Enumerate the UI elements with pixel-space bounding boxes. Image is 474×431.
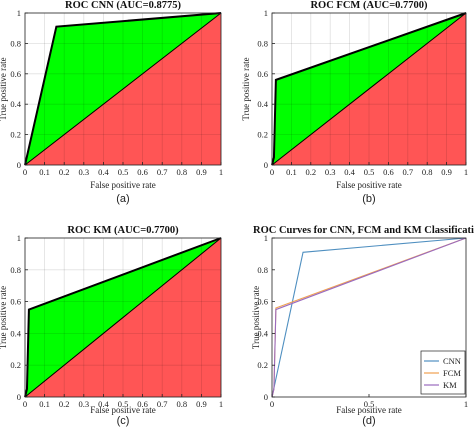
x-tick-label: 0.4 xyxy=(98,167,109,177)
y-tick-label: 0.8 xyxy=(10,38,21,48)
y-tick-label: 0 xyxy=(264,160,268,170)
x-tick-label: 0.4 xyxy=(344,167,355,177)
x-tick-label: 0.9 xyxy=(196,167,207,177)
y-tick-label: 0.6 xyxy=(257,297,268,307)
y-tick-label: 0 xyxy=(264,392,268,402)
legend-label-fcm: FCM xyxy=(443,368,461,378)
x-tick-label: 0.8 xyxy=(176,167,187,177)
x-tick-label: 0.8 xyxy=(176,399,187,409)
x-tick-label: 0 xyxy=(270,167,274,177)
x-tick-label: 0.2 xyxy=(59,399,70,409)
y-tick-label: 1 xyxy=(17,8,21,18)
x-tick-label: 0.9 xyxy=(196,399,207,409)
x-axis-label: False positive rate xyxy=(90,180,155,190)
x-tick-label: 0.2 xyxy=(59,167,70,177)
diagonal-line xyxy=(24,12,222,166)
legend-label-cnn: CNN xyxy=(443,356,461,366)
x-tick-label: 0.5 xyxy=(364,167,375,177)
x-tick-label: 0.1 xyxy=(39,399,50,409)
y-tick-label: 0.4 xyxy=(10,328,21,338)
roc-curve-line xyxy=(24,237,222,398)
x-tick-label: 0.4 xyxy=(98,399,109,409)
chart-panel-b: 0 0.1 0.2 0.3 0.4 0.5 0.6 0.7 0.8 0.9 1 0 0.2 0.4 0.6 0… xyxy=(241,0,468,205)
x-tick-label: 0.5 xyxy=(118,399,129,409)
y-axis-label: True positive rate xyxy=(0,57,8,120)
y-tick-label: 0.6 xyxy=(10,297,21,307)
x-tick-label: 0.3 xyxy=(78,167,89,177)
legend-label-km: KM xyxy=(443,380,457,390)
roc-curve-line xyxy=(271,12,467,166)
y-tick-label: 1 xyxy=(17,233,21,243)
x-tick-label: 0.6 xyxy=(383,167,394,177)
x-tick-label: 0.3 xyxy=(325,167,336,177)
x-tick-label: 0.5 xyxy=(118,167,129,177)
panel-caption: (c) xyxy=(117,415,130,427)
y-tick-label: 0.8 xyxy=(257,38,268,48)
series-line-cnn xyxy=(271,237,467,398)
x-tick-label: 1 xyxy=(464,399,468,409)
x-tick-label: 0.3 xyxy=(78,399,89,409)
x-tick-label: 1 xyxy=(219,167,223,177)
x-axis-label: False positive rate xyxy=(90,405,155,415)
y-tick-label: 0 xyxy=(17,392,21,402)
x-tick-label: 0.7 xyxy=(157,399,168,409)
chart-title: ROC CNN (AUC=0.8775) xyxy=(65,0,181,11)
roc-curve-line xyxy=(24,12,222,166)
y-tick-label: 0.2 xyxy=(10,130,21,140)
chart-panel-a: 0 0.1 0.2 0.3 0.4 0.5 0.6 0.7 0.8 0.9 1 0 0.2 0.4 0.6 0… xyxy=(0,0,223,205)
series-line-km xyxy=(271,237,467,398)
x-tick-label: 0.1 xyxy=(286,167,297,177)
y-axis-label: True positive rate xyxy=(0,286,8,349)
y-tick-label: 0.2 xyxy=(257,360,268,370)
chart-panel-c: 0 0.1 0.2 0.3 0.4 0.5 0.6 0.7 0.8 0.9 1 0 0.2 0.4 0.6 0… xyxy=(0,225,223,427)
x-tick-label: 0 xyxy=(23,399,27,409)
x-tick-label: 0.5 xyxy=(364,399,375,409)
y-tick-label: 0 xyxy=(17,160,21,170)
diagonal-line xyxy=(24,237,222,398)
y-tick-label: 0.8 xyxy=(257,265,268,275)
x-tick-label: 0.2 xyxy=(305,167,316,177)
y-tick-label: 0.8 xyxy=(10,265,21,275)
chart-title: ROC FCM (AUC=0.7700) xyxy=(310,0,428,11)
x-axis-label: False positive rate xyxy=(336,180,401,190)
y-tick-label: 0.4 xyxy=(10,99,21,109)
chart-title: ROC KM (AUC=0.7700) xyxy=(67,225,179,236)
y-tick-label: 0.2 xyxy=(10,360,21,370)
panel-caption: (a) xyxy=(116,193,129,205)
x-tick-label: 0.1 xyxy=(39,167,50,177)
x-tick-label: 0.9 xyxy=(441,167,452,177)
x-tick-label: 1 xyxy=(464,167,468,177)
y-tick-label: 0.6 xyxy=(257,69,268,79)
x-tick-label: 0 xyxy=(23,167,27,177)
y-tick-label: 1 xyxy=(264,8,268,18)
y-tick-label: 0.4 xyxy=(257,99,268,109)
panel-caption: (b) xyxy=(362,193,375,205)
x-tick-label: 0.6 xyxy=(137,399,148,409)
y-axis-label: True positive rate xyxy=(251,286,261,349)
x-axis-label: False positive rate xyxy=(336,405,401,415)
y-axis-label: True positive rate xyxy=(241,57,251,120)
diagonal-line xyxy=(271,12,467,166)
chart-title: ROC Curves for CNN, FCM and KM Classific… xyxy=(253,225,474,236)
legend: CNN FCM KM xyxy=(420,350,466,395)
y-tick-label: 0.4 xyxy=(257,328,268,338)
x-tick-label: 0.6 xyxy=(137,167,148,177)
y-tick-label: 0.2 xyxy=(257,130,268,140)
x-tick-label: 0.8 xyxy=(422,167,433,177)
y-tick-label: 0.6 xyxy=(10,69,21,79)
x-tick-label: 0.7 xyxy=(402,167,413,177)
x-tick-label: 0.7 xyxy=(157,167,168,177)
x-tick-label: 0 xyxy=(270,399,274,409)
panel-caption: (d) xyxy=(362,415,375,427)
y-tick-label: 1 xyxy=(264,233,268,243)
x-tick-label: 1 xyxy=(219,399,223,409)
